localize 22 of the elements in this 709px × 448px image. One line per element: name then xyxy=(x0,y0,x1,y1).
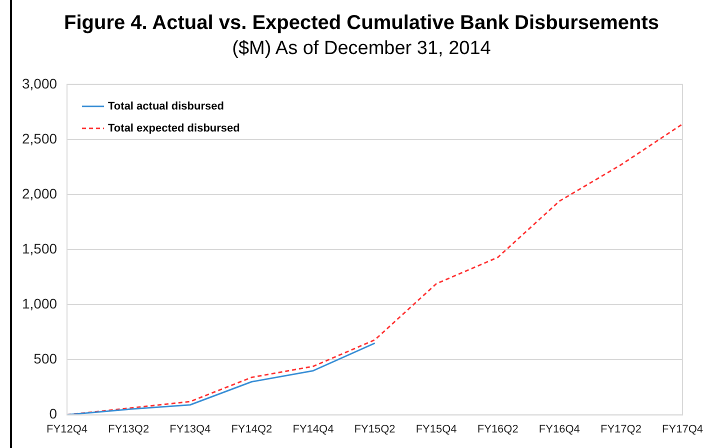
x-tick-label: FY15Q2 xyxy=(354,423,396,436)
y-tick-label: 3,000 xyxy=(22,75,58,92)
x-tick-label: FY17Q2 xyxy=(600,423,642,436)
x-tick-label: FY14Q4 xyxy=(292,423,334,436)
x-tick-label: FY16Q4 xyxy=(538,423,580,436)
y-tick-label: 0 xyxy=(49,406,58,422)
x-tick-label: FY16Q2 xyxy=(477,423,518,436)
x-tick-label: FY15Q4 xyxy=(416,423,457,436)
y-tick-label: 1,500 xyxy=(22,240,58,256)
legend-label: Total expected disbursed xyxy=(108,122,240,134)
y-tick-label: 500 xyxy=(34,350,58,367)
chart-subtitle: ($M) As of December 31, 2014 xyxy=(231,38,492,60)
x-tick-label: FY13Q2 xyxy=(108,423,150,436)
x-tick-label: FY12Q4 xyxy=(46,423,88,436)
x-tick-label: FY13Q4 xyxy=(170,423,211,436)
y-tick-label: 1,000 xyxy=(22,296,58,312)
chart-title: Figure 4. Actual vs. Expected Cumulative Bank Disbursements xyxy=(63,12,660,35)
y-tick-label: 2,500 xyxy=(22,130,58,146)
x-tick-label: FY14Q2 xyxy=(231,423,272,436)
legend-label: Total actual disbursed xyxy=(108,100,224,112)
x-tick-label: FY17Q4 xyxy=(662,423,703,436)
y-tick-label: 2,000 xyxy=(22,185,58,202)
